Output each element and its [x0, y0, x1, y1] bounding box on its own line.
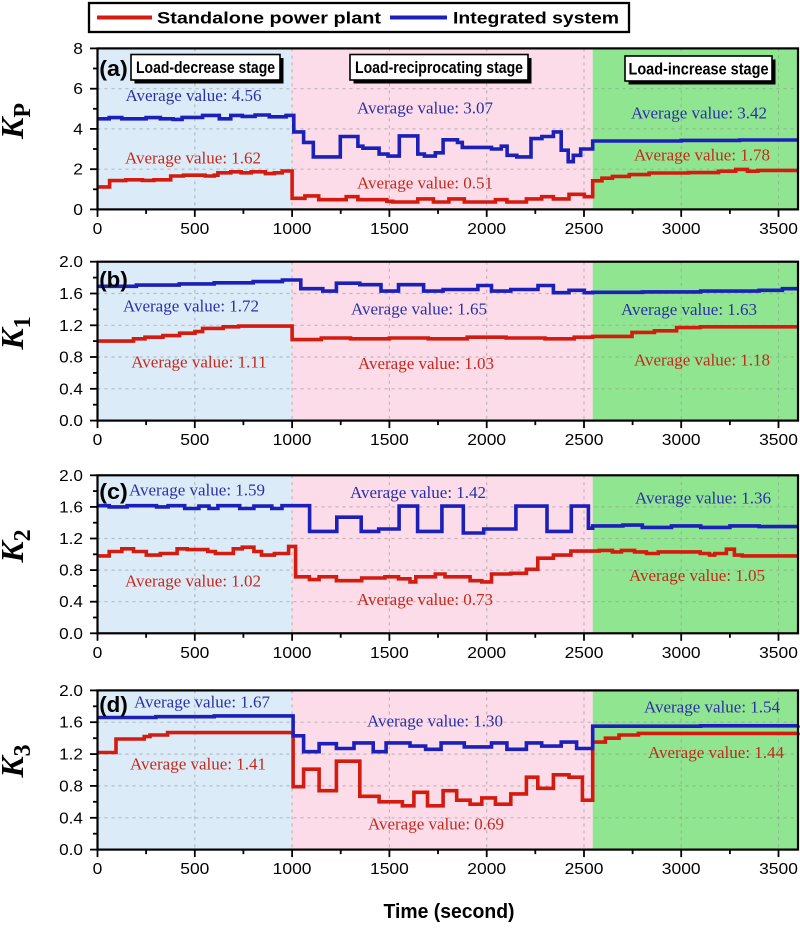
svg-text:(b): (b) — [99, 267, 128, 292]
svg-text:1000: 1000 — [273, 861, 312, 878]
svg-text:0.8: 0.8 — [59, 350, 83, 367]
svg-text:8: 8 — [73, 41, 83, 58]
svg-text:6: 6 — [73, 81, 83, 98]
svg-text:Average value: 0.51: Average value: 0.51 — [357, 174, 493, 193]
svg-text:Load-reciprocating stage: Load-reciprocating stage — [355, 59, 523, 77]
svg-text:2000: 2000 — [467, 861, 506, 878]
svg-text:0: 0 — [93, 645, 103, 662]
svg-text:1.2: 1.2 — [59, 531, 83, 548]
svg-text:Average value: 1.18: Average value: 1.18 — [634, 351, 770, 370]
svg-text:Average value: 1.63: Average value: 1.63 — [621, 300, 757, 319]
svg-text:Average value: 0.73: Average value: 0.73 — [357, 590, 493, 609]
svg-text:3000: 3000 — [662, 645, 701, 662]
svg-text:1.6: 1.6 — [59, 715, 83, 732]
svg-text:Average value: 1.59: Average value: 1.59 — [129, 481, 265, 500]
svg-text:1500: 1500 — [370, 432, 409, 449]
svg-text:2500: 2500 — [565, 861, 604, 878]
svg-text:Load-increase stage: Load-increase stage — [629, 61, 769, 79]
svg-text:500: 500 — [180, 221, 209, 238]
svg-text:Average value: 3.07: Average value: 3.07 — [357, 99, 494, 118]
svg-text:Average value: 1.02: Average value: 1.02 — [125, 572, 261, 591]
svg-text:Average value: 1.62: Average value: 1.62 — [125, 149, 261, 168]
svg-text:(a): (a) — [99, 56, 128, 81]
svg-text:1.6: 1.6 — [59, 286, 83, 303]
svg-text:Average value: 1.41: Average value: 1.41 — [130, 755, 266, 774]
svg-text:4: 4 — [73, 121, 83, 138]
svg-text:Average value: 1.65: Average value: 1.65 — [351, 300, 487, 319]
svg-text:500: 500 — [180, 645, 209, 662]
svg-text:Average value: 1.42: Average value: 1.42 — [350, 483, 486, 502]
svg-text:Average value: 1.11: Average value: 1.11 — [131, 353, 266, 372]
svg-text:Average value: 1.03: Average value: 1.03 — [358, 354, 494, 373]
svg-text:500: 500 — [180, 861, 209, 878]
svg-text:1.2: 1.2 — [59, 318, 83, 335]
svg-text:0.4: 0.4 — [59, 810, 83, 827]
svg-text:3500: 3500 — [759, 432, 798, 449]
svg-text:0: 0 — [93, 432, 103, 449]
svg-text:3000: 3000 — [662, 221, 701, 238]
svg-text:2000: 2000 — [467, 221, 506, 238]
svg-text:Average value: 3.42: Average value: 3.42 — [631, 104, 767, 123]
svg-text:0: 0 — [93, 861, 103, 878]
svg-text:Integrated system: Integrated system — [453, 9, 619, 28]
svg-text:0.4: 0.4 — [59, 594, 83, 611]
svg-text:3500: 3500 — [759, 861, 798, 878]
svg-text:Average value: 1.67: Average value: 1.67 — [134, 693, 271, 712]
svg-text:2.0: 2.0 — [59, 683, 83, 700]
svg-text:1500: 1500 — [370, 861, 409, 878]
svg-text:0.8: 0.8 — [59, 563, 83, 580]
svg-text:Average value: 0.69: Average value: 0.69 — [368, 815, 504, 834]
svg-text:Average value: 1.36: Average value: 1.36 — [635, 489, 771, 508]
svg-text:3000: 3000 — [662, 432, 701, 449]
svg-text:0.4: 0.4 — [59, 381, 83, 398]
svg-text:0.0: 0.0 — [59, 413, 83, 430]
svg-text:Average value: 1.30: Average value: 1.30 — [367, 712, 503, 731]
svg-text:2: 2 — [73, 162, 83, 179]
svg-text:2.0: 2.0 — [59, 468, 83, 485]
svg-text:1500: 1500 — [370, 645, 409, 662]
svg-text:Standalone power plant: Standalone power plant — [157, 9, 381, 28]
svg-text:Average value: 1.44: Average value: 1.44 — [648, 743, 785, 762]
svg-text:1.2: 1.2 — [59, 747, 83, 764]
svg-text:Average value: 1.54: Average value: 1.54 — [644, 698, 781, 717]
svg-text:2000: 2000 — [467, 432, 506, 449]
svg-text:2500: 2500 — [565, 645, 604, 662]
svg-text:2000: 2000 — [467, 645, 506, 662]
svg-text:500: 500 — [180, 432, 209, 449]
svg-text:1000: 1000 — [273, 432, 312, 449]
svg-text:0.8: 0.8 — [59, 778, 83, 795]
svg-text:Average value: 1.78: Average value: 1.78 — [634, 146, 770, 165]
svg-text:3000: 3000 — [662, 861, 701, 878]
svg-text:3500: 3500 — [759, 221, 798, 238]
svg-text:Load-decrease stage: Load-decrease stage — [136, 59, 275, 77]
svg-text:2500: 2500 — [565, 432, 604, 449]
svg-text:Average value: 1.05: Average value: 1.05 — [629, 566, 765, 585]
svg-text:0: 0 — [73, 202, 83, 219]
svg-text:0.0: 0.0 — [59, 842, 83, 859]
svg-text:0.0: 0.0 — [59, 626, 83, 643]
svg-text:Average value: 4.56: Average value: 4.56 — [125, 86, 261, 105]
svg-text:(d): (d) — [99, 692, 128, 717]
svg-text:1000: 1000 — [273, 221, 312, 238]
svg-text:Average value: 1.72: Average value: 1.72 — [123, 297, 259, 316]
svg-text:1.6: 1.6 — [59, 499, 83, 516]
svg-text:2.0: 2.0 — [59, 254, 83, 271]
svg-text:0: 0 — [93, 221, 103, 238]
svg-text:2500: 2500 — [565, 221, 604, 238]
svg-text:1500: 1500 — [370, 221, 409, 238]
svg-text:(c): (c) — [99, 479, 128, 504]
svg-text:3500: 3500 — [759, 645, 798, 662]
svg-text:1000: 1000 — [273, 645, 312, 662]
svg-text:Time (second): Time (second) — [384, 901, 515, 923]
